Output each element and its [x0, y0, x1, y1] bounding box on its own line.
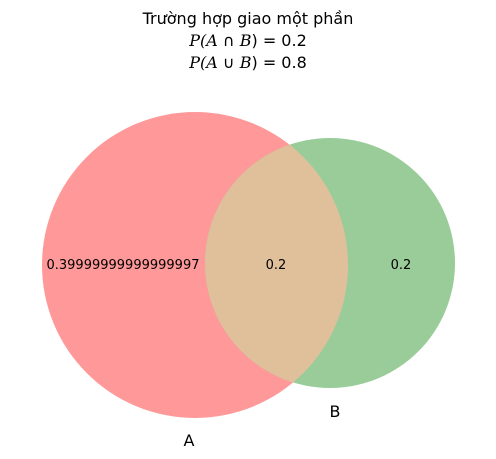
title-line-1: Trường hợp giao một phần: [142, 9, 354, 28]
region-a-only-label: 0.39999999999999997: [46, 258, 199, 273]
title-line-3: P(A ∪ B) = 0.8: [0, 52, 496, 74]
title-line-2-fn: P(: [189, 31, 207, 50]
title-line-2-op: ∩: [217, 31, 240, 50]
title-line-3-op: ∪: [217, 53, 240, 72]
title-line-2: P(A ∩ B) = 0.2: [0, 30, 496, 52]
set-a-label: A: [184, 431, 195, 450]
region-intersection-label: 0.2: [266, 258, 287, 273]
region-b-only-label: 0.2: [391, 258, 412, 273]
title-line-2-b: B: [239, 31, 252, 50]
title-line-3-b: B: [239, 53, 252, 72]
set-b-label: B: [330, 402, 341, 421]
chart-title: Trường hợp giao một phần P(A ∩ B) = 0.2 …: [0, 8, 496, 74]
title-line-3-a: A: [206, 53, 218, 72]
title-line-3-fn: P(: [189, 53, 207, 72]
title-line-2-rest: ) = 0.2: [251, 31, 307, 50]
title-line-3-rest: ) = 0.8: [251, 53, 307, 72]
intersection-region: [205, 138, 348, 388]
title-line-2-a: A: [206, 31, 218, 50]
